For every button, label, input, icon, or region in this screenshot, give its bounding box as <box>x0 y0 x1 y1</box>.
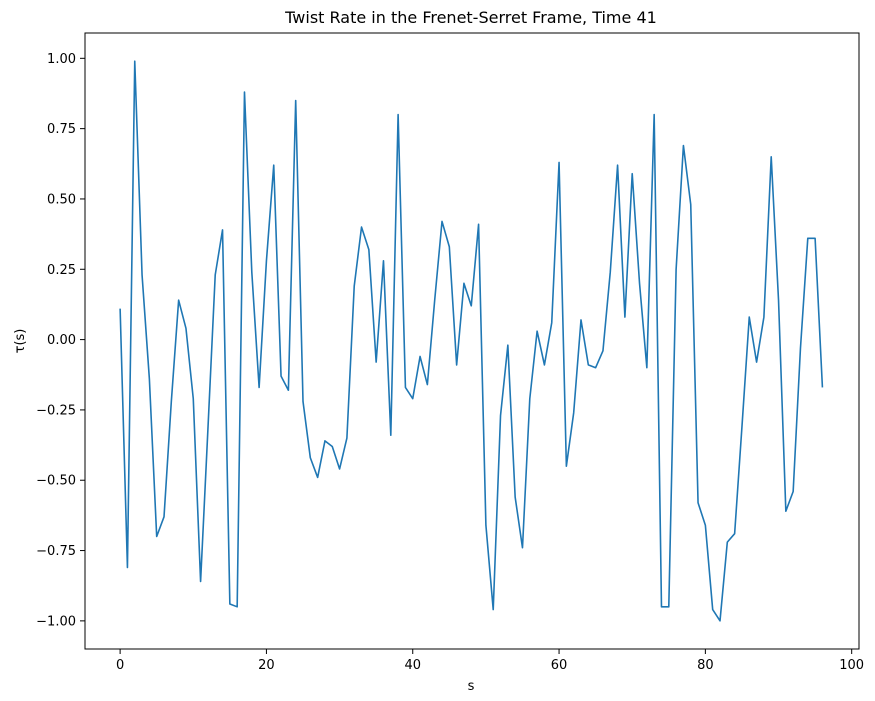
y-tick-label: −0.25 <box>36 403 76 418</box>
x-axis-ticks: 0 20 40 60 80 100 <box>116 649 864 673</box>
chart-title: Twist Rate in the Frenet-Serret Frame, T… <box>284 8 657 27</box>
series-line <box>119 60 824 622</box>
y-tick-label: 1.00 <box>47 52 76 67</box>
plot-frame <box>84 32 860 650</box>
y-tick-label: 0.75 <box>47 122 76 137</box>
y-tick-label: −0.75 <box>36 544 76 559</box>
plot-lines <box>119 60 824 622</box>
x-axis-label: s <box>468 679 475 694</box>
x-tick-label: 100 <box>839 658 864 673</box>
y-tick-label: 0.00 <box>47 333 76 348</box>
y-tick-label: 0.50 <box>47 192 76 207</box>
y-axis-ticks: −1.00 −0.75 −0.50 −0.25 0.00 0.25 0.50 0.75 1.00 <box>36 52 85 629</box>
x-tick-label: 80 <box>697 658 714 673</box>
x-tick-label: 0 <box>116 658 124 673</box>
y-tick-label: −0.50 <box>36 474 76 489</box>
y-axis-label: τ(s) <box>13 329 28 354</box>
y-tick-label: −1.00 <box>36 614 76 629</box>
x-tick-label: 60 <box>551 658 568 673</box>
y-tick-label: 0.25 <box>47 263 76 278</box>
x-tick-label: 40 <box>404 658 421 673</box>
x-tick-label: 20 <box>258 658 275 673</box>
